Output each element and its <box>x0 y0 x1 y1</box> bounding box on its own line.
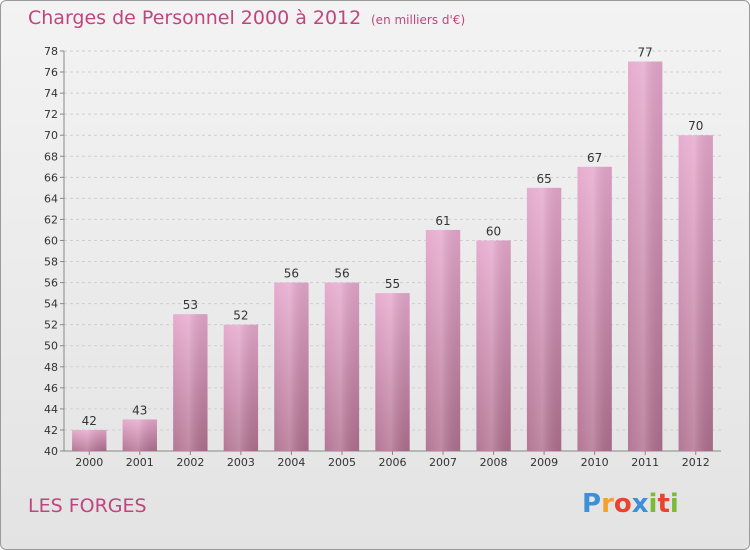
logo-letter: t <box>657 489 670 519</box>
y-tick-label: 56 <box>44 277 58 290</box>
bar-shine <box>526 187 562 451</box>
x-tick-label: 2006 <box>379 456 407 469</box>
chart-subtitle: (en milliers d'€) <box>371 13 466 27</box>
x-tick-label: 2001 <box>126 456 154 469</box>
axes: 40 42 44 46 48 50 52 54 56 58 60 62 64 66 68 70 72 74 76 78… <box>44 45 721 469</box>
logo-letter: P <box>582 489 602 519</box>
data-label: 77 <box>638 46 653 60</box>
y-tick-label: 46 <box>44 382 58 395</box>
data-label: 43 <box>132 403 147 417</box>
y-tick-label: 62 <box>44 213 58 226</box>
logo-letter: i <box>648 489 658 519</box>
y-tick-label: 52 <box>44 319 58 332</box>
data-label: 65 <box>536 172 551 186</box>
x-tick-label: 2007 <box>429 456 457 469</box>
y-tick-label: 58 <box>44 256 58 269</box>
bar-shine <box>122 419 157 451</box>
y-tick-label: 48 <box>44 361 58 374</box>
y-tick-label: 78 <box>44 45 58 58</box>
x-tick-label: 2005 <box>328 456 356 469</box>
x-tick-label: 2011 <box>631 456 659 469</box>
y-tick-label: 64 <box>44 192 58 205</box>
y-tick-label: 66 <box>44 171 58 184</box>
data-label: 53 <box>183 298 198 312</box>
x-tick-label: 2002 <box>176 456 204 469</box>
place-name: LES FORGES <box>28 495 147 517</box>
data-label: 55 <box>385 277 400 291</box>
x-tick-label: 2009 <box>530 456 558 469</box>
proxiti-logo: Proxiti <box>582 489 679 519</box>
x-tick-label: 2003 <box>227 456 255 469</box>
bar-shine <box>375 293 410 451</box>
bar-shine <box>628 61 663 452</box>
x-tick-label: 2004 <box>277 456 305 469</box>
y-tick-label: 74 <box>44 87 58 100</box>
bar-shine <box>173 314 208 451</box>
y-tick-label: 42 <box>44 424 58 437</box>
chart-title: Charges de Personnel 2000 à 2012 <box>28 7 362 29</box>
data-label: 61 <box>435 214 450 228</box>
x-tick-label: 2008 <box>480 456 508 469</box>
data-label: 42 <box>82 414 97 428</box>
data-label: 67 <box>587 151 602 165</box>
y-tick-label: 70 <box>44 129 58 142</box>
data-label: 52 <box>233 309 248 323</box>
data-label: 60 <box>486 224 501 238</box>
bar-shine <box>324 282 360 451</box>
y-tick-label: 44 <box>44 403 58 416</box>
x-tick-label: 2010 <box>581 456 609 469</box>
bar-shine <box>425 229 461 451</box>
y-tick-label: 68 <box>44 150 58 163</box>
y-tick-label: 72 <box>44 108 58 121</box>
bar-shine <box>223 324 259 451</box>
x-tick-label: 2000 <box>75 456 103 469</box>
bar-shine <box>678 135 713 452</box>
data-label: 70 <box>688 119 703 133</box>
data-label: 56 <box>334 267 349 281</box>
y-tick-label: 60 <box>44 234 58 247</box>
bar-shine <box>72 429 107 451</box>
bars <box>72 61 713 452</box>
data-labels: 42 43 53 52 56 56 55 61 60 65 67 77 70 <box>82 46 704 428</box>
bar-shine <box>476 240 511 451</box>
logo-letter: x <box>631 489 649 519</box>
bar-shine <box>274 282 309 451</box>
y-tick-label: 40 <box>44 445 58 458</box>
logo-letter: i <box>669 489 679 519</box>
y-tick-label: 76 <box>44 66 58 79</box>
logo-letter: r <box>601 489 614 519</box>
y-tick-label: 50 <box>44 340 58 353</box>
logo-letter: o <box>613 489 632 519</box>
data-label: 56 <box>284 267 299 281</box>
y-tick-label: 54 <box>44 298 58 311</box>
bar-shine <box>577 166 612 451</box>
x-tick-label: 2012 <box>682 456 710 469</box>
